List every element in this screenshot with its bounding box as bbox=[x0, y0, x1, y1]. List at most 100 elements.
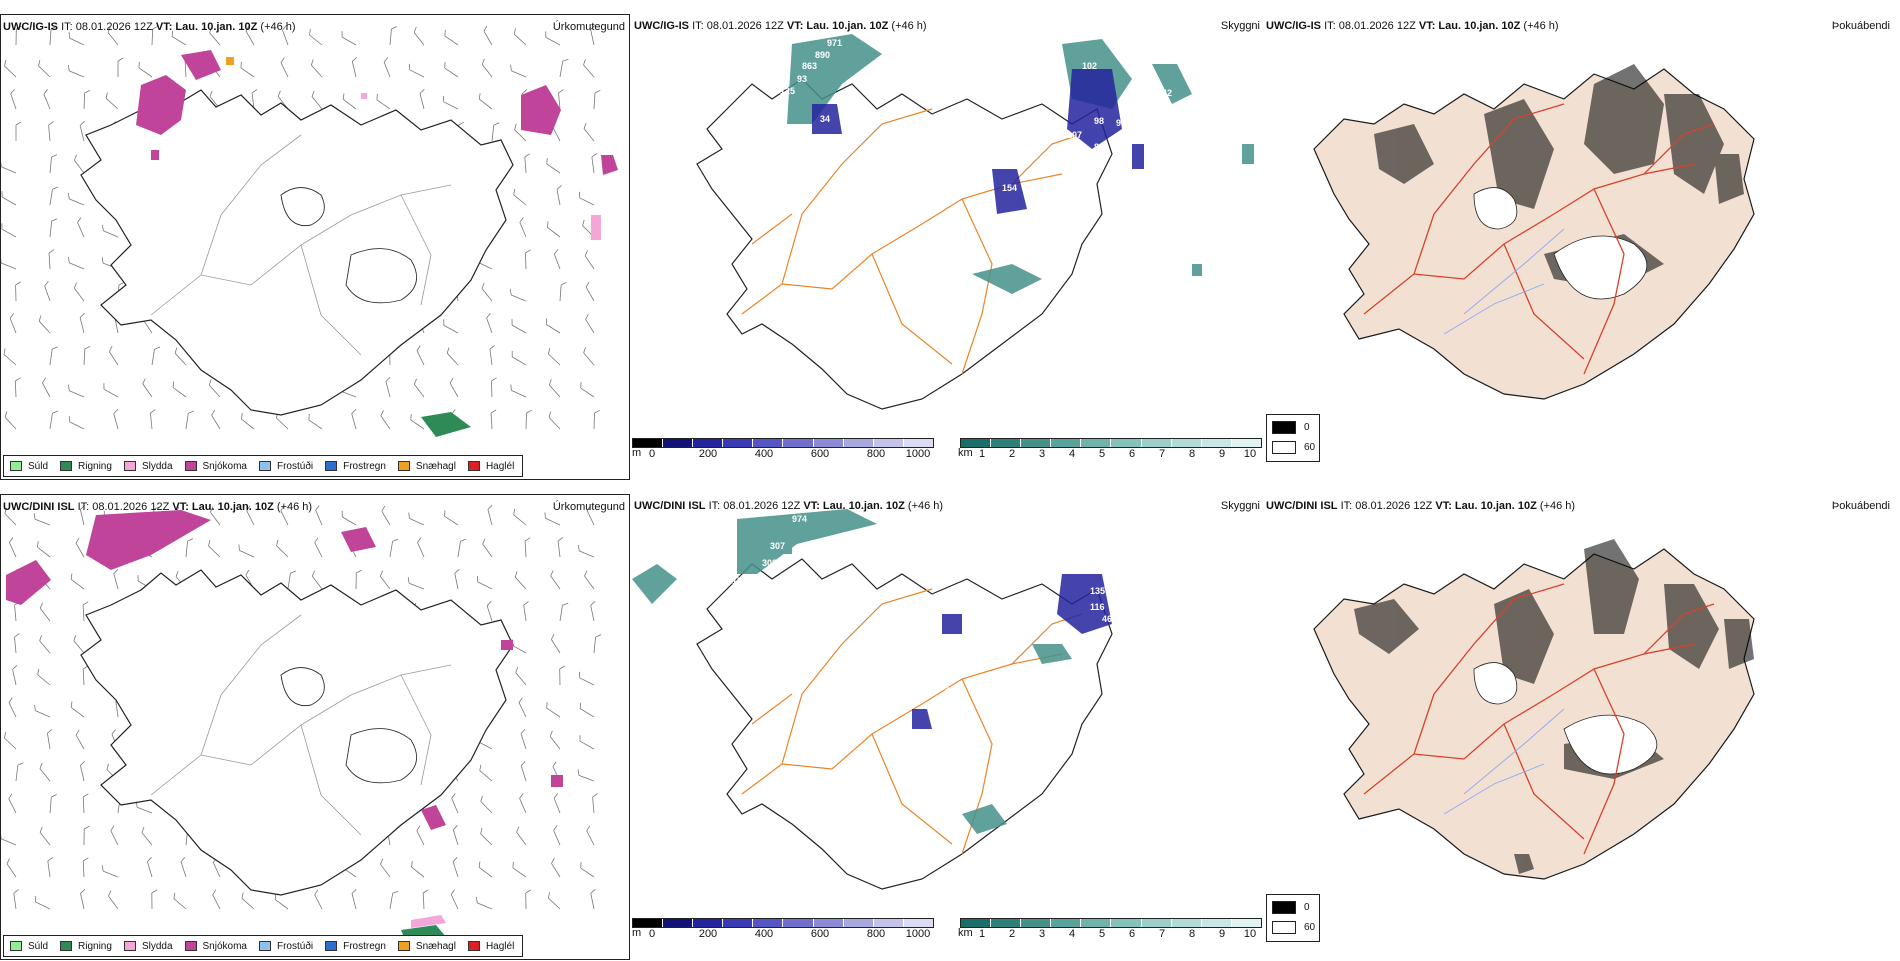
colorbar-swatch bbox=[1232, 439, 1261, 447]
wind-barb bbox=[557, 189, 560, 205]
wind-barb-feather bbox=[4, 732, 5, 738]
wind-barb-feather bbox=[558, 538, 563, 542]
wind-barb bbox=[312, 576, 322, 589]
colorbar-swatch bbox=[1172, 919, 1202, 927]
tick-label: 6 bbox=[1129, 928, 1135, 940]
wind-barb bbox=[516, 673, 526, 685]
ceiling-visibility-map: 974 307 308 154 143 135 116 118 46 47 41… bbox=[632, 494, 1262, 914]
wind-barb bbox=[560, 61, 563, 77]
wind-barb bbox=[241, 68, 254, 77]
wind-barb bbox=[50, 189, 53, 205]
colorbar-swatch bbox=[783, 919, 813, 927]
wind-barb-feather bbox=[480, 765, 481, 771]
colorbar-swatch bbox=[783, 439, 813, 447]
wind-barb-feather bbox=[119, 282, 124, 285]
lead-time: (+46 h) bbox=[1540, 500, 1575, 512]
wind-barb-feather bbox=[514, 509, 515, 515]
wind-barb-feather bbox=[315, 890, 318, 895]
model-name: UWC/DINI ISL bbox=[1266, 500, 1338, 512]
map-label: 116 bbox=[1090, 602, 1105, 612]
colorbar-swatches bbox=[960, 438, 1262, 448]
wind-barb-feather bbox=[583, 220, 585, 226]
wind-barb-feather bbox=[118, 58, 123, 61]
model-name: UWC/IG-IS bbox=[634, 20, 689, 32]
wind-barb-feather bbox=[525, 250, 530, 253]
wind-barb bbox=[390, 541, 393, 557]
colorbar-swatch bbox=[663, 439, 693, 447]
lead-time: (+46 h) bbox=[277, 501, 312, 513]
wind-barb bbox=[455, 573, 458, 589]
legend-item: Rigning bbox=[60, 461, 112, 472]
legend-swatch bbox=[185, 461, 197, 471]
wind-barb bbox=[380, 864, 390, 877]
wind-barb bbox=[594, 637, 596, 653]
wind-barb bbox=[560, 285, 561, 301]
colorbar-swatch bbox=[814, 919, 844, 927]
wind-barb bbox=[483, 544, 492, 557]
wind-barb bbox=[83, 605, 84, 621]
wind-barb bbox=[185, 61, 186, 77]
wind-barb-feather bbox=[74, 635, 76, 641]
map-label: 125 bbox=[780, 86, 795, 96]
panel-title: UWC/DINI ISL IT: 08.01.2026 12Z VT: Lau.… bbox=[3, 501, 312, 513]
wind-barb bbox=[14, 893, 16, 909]
colorbar-swatch bbox=[1202, 439, 1232, 447]
tick-label: 600 bbox=[811, 448, 829, 460]
wind-barb-feather bbox=[452, 794, 456, 799]
wind-barb bbox=[172, 37, 186, 45]
wind-barb bbox=[315, 543, 322, 557]
wind-barb-feather bbox=[278, 91, 280, 97]
wind-barb-feather bbox=[550, 731, 552, 737]
valid-time: VT: Lau. 10.jan. 10Z bbox=[172, 501, 273, 513]
wind-barb bbox=[84, 93, 85, 109]
wind-barb-feather bbox=[210, 91, 212, 97]
wind-barb bbox=[580, 198, 594, 205]
unit-label: km bbox=[958, 927, 973, 939]
map-label: 41 bbox=[940, 682, 950, 692]
wind-barb-feather bbox=[520, 794, 524, 799]
wind-barb bbox=[352, 894, 356, 910]
cloud-panel-row2: 974 307 308 154 143 135 116 118 46 47 41… bbox=[632, 494, 1262, 960]
wind-barb-feather bbox=[80, 761, 84, 765]
wind-barb-feather bbox=[557, 185, 562, 189]
init-time: IT: 08.01.2026 12Z bbox=[1341, 500, 1433, 512]
wind-barb-feather bbox=[112, 730, 116, 735]
wind-barb-feather bbox=[563, 59, 569, 61]
wind-barb bbox=[445, 68, 458, 77]
wind-barb-feather bbox=[241, 413, 242, 419]
wind-barb bbox=[2, 229, 16, 237]
wind-barb-feather bbox=[515, 124, 517, 130]
wind-barb-feather bbox=[445, 30, 446, 36]
wind-barb-feather bbox=[311, 59, 313, 65]
wind-barb-feather bbox=[5, 412, 7, 418]
wind-barb bbox=[491, 381, 492, 397]
wind-barb bbox=[69, 71, 84, 77]
wind-barb-feather bbox=[386, 377, 390, 381]
wind-barb-feather bbox=[69, 32, 70, 38]
wind-barb bbox=[5, 66, 17, 77]
wind-barb-feather bbox=[549, 412, 551, 418]
valid-time: VT: Lau. 10.jan. 10Z bbox=[803, 500, 904, 512]
wind-barb bbox=[487, 606, 492, 621]
wind-barb bbox=[106, 98, 118, 109]
wind-barb-feather bbox=[71, 701, 72, 707]
wind-barb bbox=[453, 830, 458, 845]
legend-label: Snæhagl bbox=[416, 461, 456, 472]
wind-barb-feather bbox=[563, 603, 569, 605]
wind-barb bbox=[453, 862, 458, 877]
wind-barb bbox=[40, 769, 50, 781]
wind-barb-feather bbox=[380, 859, 382, 865]
wind-barb bbox=[277, 546, 289, 557]
wind-barb bbox=[109, 896, 119, 909]
wind-barb-feather bbox=[139, 62, 140, 68]
colorbar-swatch bbox=[1051, 919, 1081, 927]
wind-barb bbox=[4, 738, 16, 749]
legend-swatch bbox=[60, 461, 72, 471]
wind-barb bbox=[175, 353, 186, 365]
wind-barb bbox=[594, 413, 595, 429]
wind-barb-feather bbox=[352, 889, 356, 893]
wind-barb-feather bbox=[143, 379, 146, 384]
wind-barb bbox=[7, 864, 16, 877]
wind-barb bbox=[584, 129, 594, 142]
lead-time: (+46 h) bbox=[260, 21, 295, 33]
